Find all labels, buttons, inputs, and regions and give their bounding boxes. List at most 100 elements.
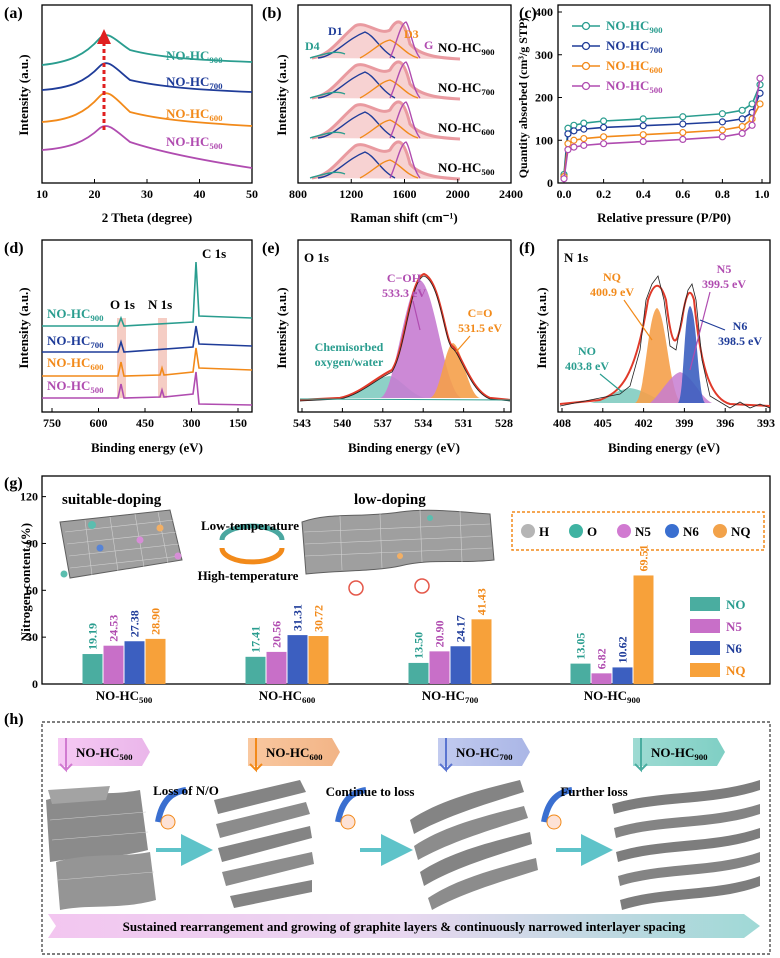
peak-o1s: O 1s [110, 297, 135, 312]
bar-N5-NO-HC700 [429, 651, 450, 684]
panel-e: (e) Intensity (a.u.) O 1s C−OH 533.3 eV … [262, 239, 513, 455]
legend-c-marker [581, 21, 591, 31]
sample-down-arrow [249, 738, 263, 773]
panel-g-ylabel: Nitrogen content (%) [18, 523, 33, 641]
legend-b-500: NO-HC500 [438, 160, 495, 177]
bar-N6-NO-HC600 [287, 635, 308, 684]
raman-envelope [311, 20, 461, 61]
panel-b-xticks: 800 1200 1600 2000 2400 [289, 179, 523, 201]
bar-NQ-NO-HC500 [145, 638, 166, 684]
xrd-peak-arrowhead [97, 29, 111, 44]
a-x-tick-label: 40 [194, 187, 206, 201]
g-y-tick-label: 30 [26, 630, 38, 644]
panel-g-tag: (g) [4, 475, 23, 492]
c-x-tick-label: 1.0 [755, 187, 770, 201]
structure-700 [410, 780, 538, 910]
bar-legend-label: NQ [726, 663, 746, 678]
panel-c-tag: (c) [519, 5, 537, 22]
isotherm-point [564, 130, 572, 138]
panel-f-ylabel: Intensity (a.u.) [534, 287, 549, 368]
e-x-tick-label: 534 [414, 416, 432, 430]
isotherm-point [718, 126, 727, 134]
peak-label-d4: D4 [305, 39, 320, 53]
isotherm-line-NO-HC900 [563, 84, 761, 175]
legend-d-900: NO-HC900 [47, 306, 104, 323]
panel-a-frame [41, 4, 253, 184]
bar-value-label: 31.31 [291, 604, 305, 631]
peak-label-g: G [424, 38, 433, 52]
panel-f-xlabel: Binding energy (eV) [608, 440, 720, 455]
bar-value-label: 13.50 [412, 632, 426, 659]
c-y-tick-label: 0 [547, 176, 553, 190]
panel-d-ylabel: Intensity (a.u.) [16, 287, 31, 368]
panel-e-title: O 1s [304, 250, 329, 265]
b-x-tick-label: 800 [289, 187, 307, 201]
panel-b: (b) Intensity (a.u.) 800 1200 1600 2000 2400… [262, 4, 523, 225]
bar-N6-NO-HC700 [450, 646, 471, 684]
c-x-tick-label: 0.4 [636, 187, 651, 201]
isotherm-point [564, 140, 572, 148]
panel-c: (c) Quantity absorbed (cm³/g STP) 0.0 0.2… [516, 4, 771, 225]
panel-b-xlabel: Raman shift (cm⁻¹) [350, 210, 458, 225]
isotherm-point [679, 113, 687, 121]
panel-f-frame [557, 239, 771, 413]
raman-d3-band [359, 39, 419, 59]
atom-legend-box [511, 511, 765, 551]
panel-f-xticks: 408 405 402 399 396 393 [553, 408, 775, 430]
raman-envelope [311, 100, 461, 141]
structure-500 [46, 786, 156, 910]
raman-spectra [309, 20, 461, 181]
sample-box-900 [633, 738, 725, 766]
bar-legend-label: N5 [726, 619, 742, 634]
a-x-tick-label: 50 [246, 187, 258, 201]
isotherm-point [738, 129, 746, 138]
bar-legend-label: N6 [726, 641, 742, 656]
ann-coh-1: C−OH [387, 271, 422, 285]
c-x-tick-label: 0.2 [596, 187, 611, 201]
c-x-tick-label: 0.0 [557, 187, 572, 201]
atom-legend-label: NQ [731, 524, 751, 539]
b-x-tick-label: 1200 [339, 187, 363, 201]
bar-NQ-NO-HC700 [471, 619, 492, 684]
raman-d4-band [309, 91, 346, 99]
sample-box-600 [248, 738, 340, 766]
step-1: Loss of N/O [153, 783, 219, 798]
o1s-baseline [299, 398, 511, 401]
ann-n6-2: 398.5 eV [718, 334, 762, 348]
d-x-tick-label: 450 [136, 416, 154, 430]
scheme-arrow-top-label: Low-temperature [201, 518, 299, 533]
bar-N5-NO-HC500 [103, 645, 124, 684]
panel-e-frame [297, 239, 512, 413]
peak-n1s: N 1s [148, 297, 172, 312]
legend-c-600: NO-HC600 [606, 58, 663, 75]
isotherm-point [639, 122, 647, 130]
bar-value-label: 28.90 [149, 608, 163, 635]
bar-legend-swatch-N6 [690, 641, 720, 655]
c-x-tick-label: 0.6 [675, 187, 690, 201]
legend-c-marker [581, 41, 591, 51]
legend-c-marker [581, 81, 591, 91]
o1s-c-oh-peak [380, 280, 462, 398]
panel-c-ylabel: Quantity absorbed (cm³/g STP) [516, 18, 530, 179]
peak-c1s: C 1s [202, 246, 226, 261]
panel-d: (d) Intensity (a.u.) O 1s N 1s C 1s 750 6… [4, 239, 253, 455]
ann-n5-1: N5 [717, 262, 732, 276]
ann-no-1: NO [578, 344, 596, 358]
isotherm-point [564, 146, 572, 154]
raman-g-band [389, 61, 421, 99]
f-x-tick-label: 405 [594, 416, 612, 430]
isotherm-point [748, 121, 756, 129]
bar-value-label: 19.19 [86, 623, 100, 650]
xrd-curve-900 [41, 34, 253, 66]
n1s-envelope [559, 284, 771, 407]
structure-900 [612, 780, 760, 910]
isotherm-point [570, 136, 578, 144]
bar-N6-NO-HC500 [124, 641, 145, 684]
e-x-tick-label: 540 [333, 416, 351, 430]
isotherm-series [560, 74, 764, 183]
d-x-tick-label: 150 [229, 416, 247, 430]
bar-NO-NO-HC700 [408, 662, 429, 684]
raman-d4-band [309, 131, 346, 139]
bar-NQ-NO-HC600 [308, 636, 329, 684]
atom-legend-dot-O [569, 524, 583, 538]
